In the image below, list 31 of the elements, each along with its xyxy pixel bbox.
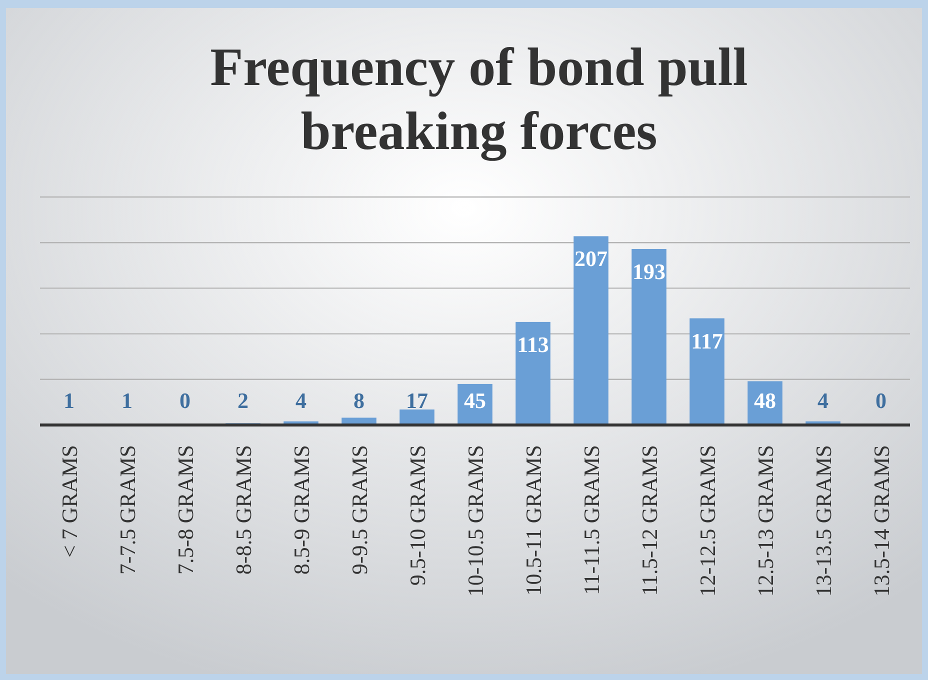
x-tick-label: < 7 GRAMS bbox=[57, 445, 82, 558]
x-tick-label: 13-13.5 GRAMS bbox=[811, 445, 836, 597]
x-tick-label: 8.5-9 GRAMS bbox=[289, 445, 314, 575]
data-label: 48 bbox=[754, 388, 776, 413]
x-tick-label: 11.5-12 GRAMS bbox=[637, 445, 662, 596]
x-tick-label: 9.5-10 GRAMS bbox=[405, 445, 430, 586]
x-tick-label: 7.5-8 GRAMS bbox=[173, 445, 198, 575]
data-label: 2 bbox=[238, 388, 248, 413]
chart-title: Frequency of bond pull breaking forces bbox=[210, 37, 748, 161]
data-label: 8 bbox=[354, 388, 364, 413]
x-tick-label: 8-8.5 GRAMS bbox=[231, 445, 256, 575]
data-label: 207 bbox=[574, 246, 608, 272]
data-label: 113 bbox=[517, 332, 549, 357]
data-label: 1 bbox=[122, 388, 132, 413]
x-tick-label: 7-7.5 GRAMS bbox=[115, 445, 140, 575]
data-label: 4 bbox=[818, 388, 828, 413]
x-tick-label: 11-11.5 GRAMS bbox=[579, 445, 604, 595]
data-label: 193 bbox=[632, 258, 666, 284]
x-tick-label: 10-10.5 GRAMS bbox=[463, 445, 488, 597]
data-label: 117 bbox=[691, 328, 723, 354]
data-label: 45 bbox=[464, 388, 486, 413]
data-label: 17 bbox=[406, 388, 428, 413]
x-tick-label: 10.5-11 GRAMS bbox=[521, 445, 546, 596]
x-tick-label: 12-12.5 GRAMS bbox=[695, 445, 720, 597]
x-tick-label: 12.5-13 GRAMS bbox=[753, 445, 778, 597]
x-tick-label: 13.5-14 GRAMS bbox=[869, 445, 894, 597]
data-label: 0 bbox=[876, 388, 886, 413]
data-label: 1 bbox=[64, 388, 74, 413]
data-label: 0 bbox=[180, 388, 190, 413]
data-label: 4 bbox=[296, 388, 306, 413]
x-tick-label: 9-9.5 GRAMS bbox=[347, 445, 372, 575]
